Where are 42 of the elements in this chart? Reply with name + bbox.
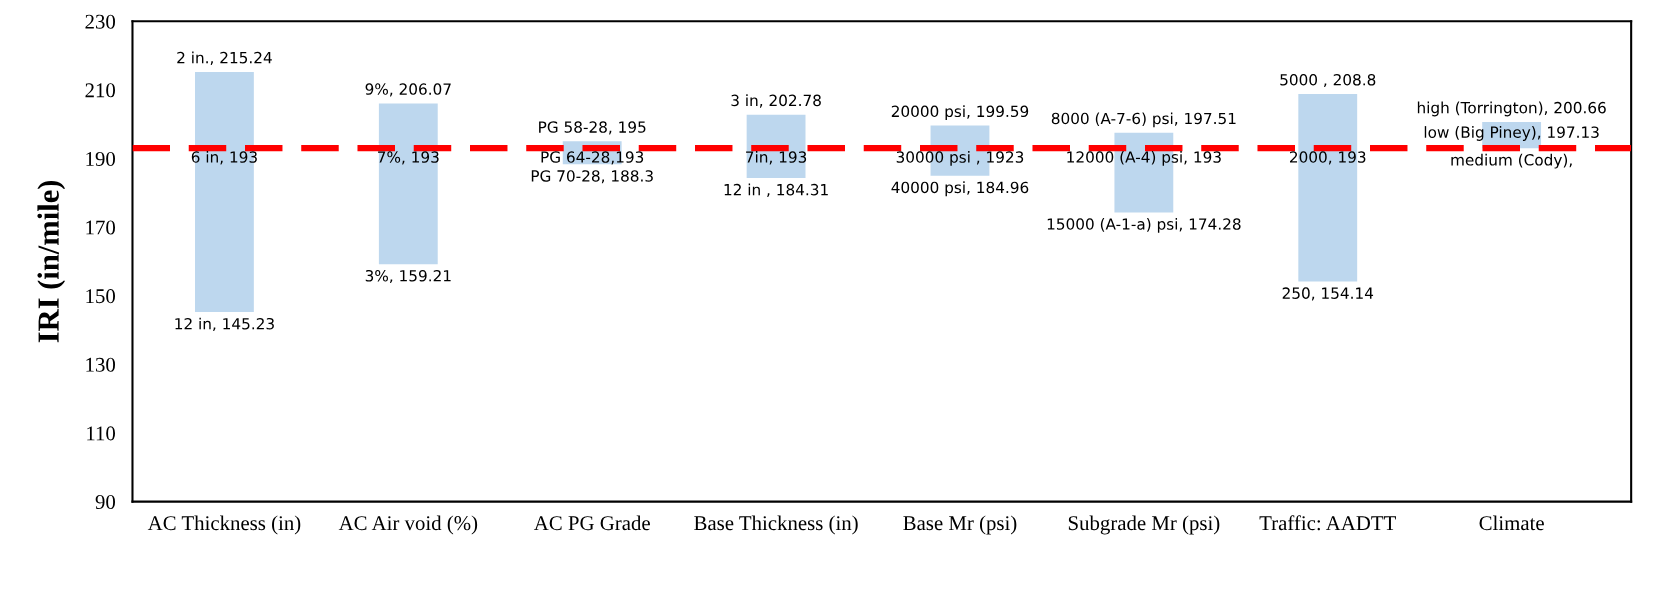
annotation: PG 64-28,193 (541, 151, 644, 165)
annotation: 12000 (A-4) psi, 193 (1067, 151, 1221, 166)
annotation: 6 in, 193 (191, 151, 257, 165)
y-tick-label: 230 (85, 14, 116, 29)
annotation: 15000 (A-1-a) psi, 174.28 (1047, 218, 1241, 233)
annotation: 40000 psi, 184.96 (891, 181, 1029, 197)
x-tick-label: Climate (1479, 515, 1544, 531)
annotation: PG 70-28, 188.3 (531, 170, 653, 184)
y-tick-label: 130 (86, 357, 116, 372)
y-tick-label: 170 (86, 220, 116, 235)
x-tick-label: AC Air void (%) (338, 515, 478, 535)
annotation: 7%, 193 (378, 151, 439, 165)
y-tick-label: 210 (85, 83, 116, 98)
annotation: 5000 , 208.8 (1280, 73, 1376, 88)
bar (378, 103, 438, 265)
x-tick-label: AC Thickness (in) (147, 515, 301, 535)
annotation: 3%, 159.21 (365, 269, 451, 284)
annotation: 20000 psi, 199.59 (891, 105, 1029, 121)
annotation: 12 in, 145.23 (175, 317, 274, 332)
y-tick-label: 90 (95, 494, 116, 510)
annotation: 30000 psi , 1923 (896, 151, 1024, 166)
annotation: PG 58-28, 195 (539, 121, 646, 135)
x-tick-label: Base Thickness (in) (694, 515, 858, 535)
y-axis-title: IRI (in/mile) (37, 180, 66, 343)
annotation: 3 in, 202.78 (731, 94, 821, 108)
y-tick-label: 110 (87, 426, 116, 441)
x-tick-label: Subgrade Mr (psi) (1068, 515, 1220, 535)
annotation: 9%, 206.07 (365, 83, 451, 97)
y-tick-label: 150 (86, 289, 116, 304)
annotation: 7in, 193 (746, 151, 807, 165)
x-tick-label: AC PG Grade (533, 515, 650, 531)
annotation: high (Torrington), 200.66 (1417, 101, 1606, 117)
x-tick-label: Base Mr (psi) (903, 515, 1017, 535)
annotation: 8000 (A-7-6) psi, 197.51 (1051, 112, 1236, 128)
x-tick-label: Traffic: AADTT (1259, 515, 1396, 531)
annotation: 250, 154.14 (1282, 287, 1374, 301)
annotation: 2 in., 215.24 (177, 51, 272, 65)
annotation: medium (Cody), (1451, 153, 1572, 169)
annotation: low (Big Piney), 197.13 (1424, 126, 1599, 141)
y-tick-label: 190 (86, 151, 116, 166)
annotation: 2000, 193 (1289, 151, 1366, 165)
annotation: 12 in , 184.31 (724, 183, 828, 197)
